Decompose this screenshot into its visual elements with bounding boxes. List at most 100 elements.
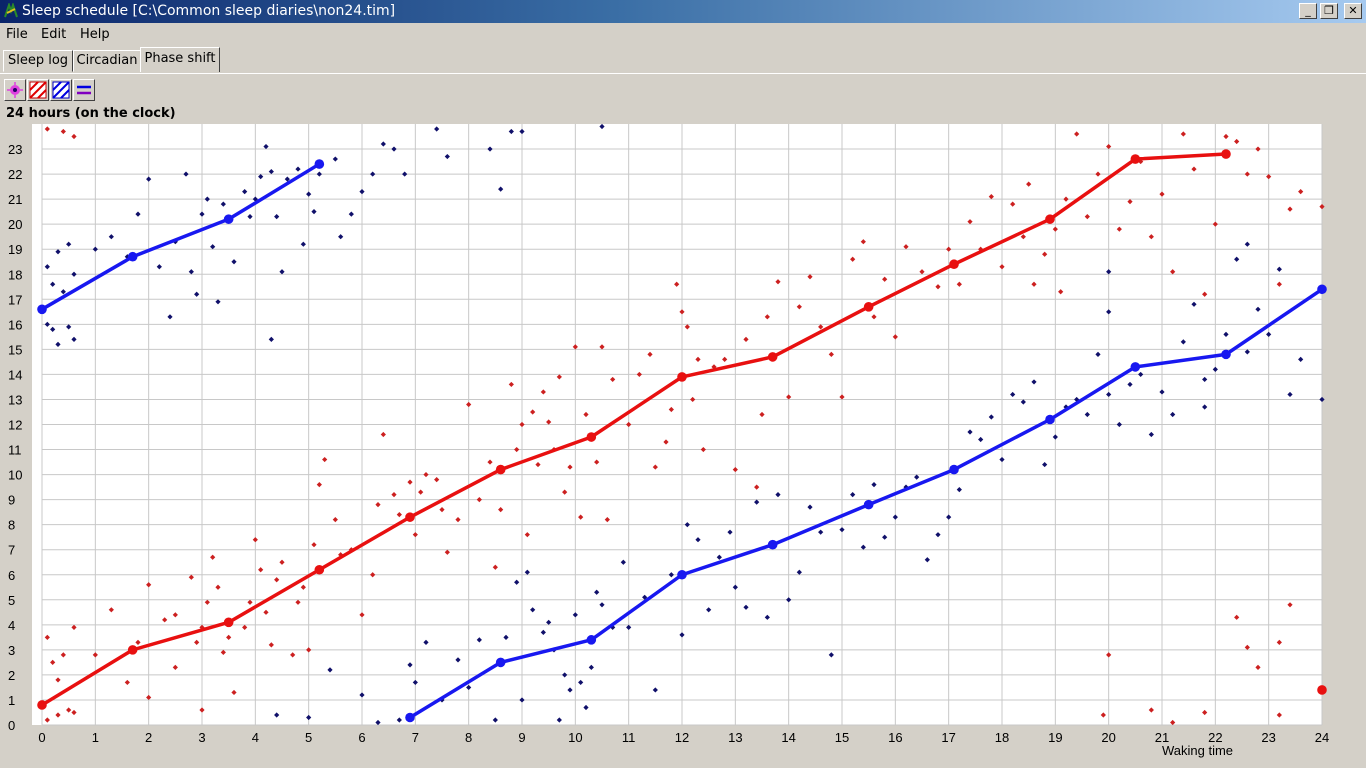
tab-circadian[interactable]: Circadian xyxy=(73,50,141,72)
navy-data-point xyxy=(796,569,802,575)
tab-sleep-log[interactable]: Sleep log xyxy=(3,50,73,72)
navy-data-point xyxy=(1010,391,1016,398)
blue-series-2-marker xyxy=(1130,362,1141,372)
navy-data-point xyxy=(327,667,333,673)
x-tick-label: 6 xyxy=(358,730,365,745)
navy-data-point xyxy=(199,211,205,217)
navy-data-point xyxy=(567,687,573,693)
menu-help[interactable]: Help xyxy=(80,27,110,42)
red-data-point xyxy=(268,642,274,648)
red-series-marker xyxy=(1221,149,1231,159)
red-data-point xyxy=(1276,639,1282,645)
navy-data-point xyxy=(967,429,973,435)
red-data-point xyxy=(1100,712,1106,718)
navy-data-point xyxy=(476,637,482,643)
red-data-point xyxy=(695,356,701,362)
blue-series-1-marker xyxy=(314,159,325,169)
navy-data-point xyxy=(871,482,877,488)
red-data-point xyxy=(1180,131,1186,137)
red-data-point xyxy=(295,599,301,605)
navy-data-point xyxy=(1095,351,1101,357)
minimize-button[interactable]: _ xyxy=(1299,3,1317,19)
tab-phase-shift[interactable]: Phase shift xyxy=(140,47,220,72)
x-tick-label: 4 xyxy=(252,730,259,745)
red-data-point xyxy=(562,489,568,495)
red-data-point xyxy=(194,639,200,645)
red-hatch-icon[interactable] xyxy=(27,79,49,101)
navy-data-point xyxy=(487,146,493,152)
red-data-point xyxy=(775,279,781,285)
navy-data-point xyxy=(530,607,536,613)
y-tick-label: 17 xyxy=(8,292,22,307)
navy-data-point xyxy=(1244,349,1250,355)
red-data-point xyxy=(1170,269,1176,275)
navy-data-point xyxy=(695,537,701,543)
navy-data-point xyxy=(978,436,984,443)
red-data-point xyxy=(1223,133,1229,140)
navy-data-point xyxy=(204,196,210,202)
red-series-marker xyxy=(314,564,325,575)
navy-data-point xyxy=(914,474,920,480)
y-tick-label: 7 xyxy=(8,543,15,558)
red-data-point xyxy=(1058,289,1064,295)
navy-data-point xyxy=(316,171,322,177)
navy-data-point xyxy=(1202,404,1208,410)
red-data-point xyxy=(242,624,248,630)
y-tick-label: 0 xyxy=(8,718,15,733)
blue-hatch-icon[interactable] xyxy=(50,79,72,101)
red-data-point xyxy=(50,659,56,665)
y-tick-label: 2 xyxy=(8,668,15,683)
red-series-marker xyxy=(863,302,874,312)
navy-data-point xyxy=(732,584,738,590)
x-tick-label: 3 xyxy=(198,730,205,745)
trend-lines xyxy=(37,149,1327,723)
navy-data-point xyxy=(556,717,562,723)
red-series-marker xyxy=(1045,214,1055,224)
x-tick-label: 12 xyxy=(675,730,689,745)
navy-data-point xyxy=(66,241,72,247)
menu-edit[interactable]: Edit xyxy=(41,27,67,42)
navy-data-point xyxy=(1106,309,1112,315)
app-icon xyxy=(4,3,18,18)
red-data-point xyxy=(396,512,402,518)
x-tick-label: 7 xyxy=(412,730,419,745)
points-icon[interactable] xyxy=(4,79,26,101)
navy-data-point xyxy=(839,527,845,533)
navy-data-point xyxy=(754,499,760,505)
lines-icon[interactable] xyxy=(73,79,95,101)
red-data-point xyxy=(199,707,205,713)
navy-data-point xyxy=(524,569,530,575)
red-data-point xyxy=(290,652,296,658)
title-bar: Sleep schedule [C:\Common sleep diaries\… xyxy=(0,0,1366,23)
red-data-point xyxy=(1084,214,1090,220)
close-button[interactable]: ✕ xyxy=(1344,3,1362,19)
navy-data-point xyxy=(562,672,568,678)
red-data-point xyxy=(594,459,600,465)
blue-series-1-marker xyxy=(127,251,138,262)
navy-data-point xyxy=(716,554,722,560)
navy-data-point xyxy=(492,717,498,723)
red-series-marker xyxy=(677,372,687,382)
red-data-point xyxy=(44,126,50,132)
navy-data-point xyxy=(706,607,712,613)
red-data-point xyxy=(492,564,498,570)
red-data-point xyxy=(204,599,210,605)
y-tick-label: 20 xyxy=(8,217,22,232)
navy-data-point xyxy=(1287,391,1293,398)
red-data-point xyxy=(1255,146,1261,152)
navy-data-point xyxy=(684,522,690,528)
navy-data-point xyxy=(946,514,952,520)
navy-data-point xyxy=(583,704,589,711)
y-tick-label: 16 xyxy=(8,317,22,332)
navy-data-point xyxy=(1127,381,1133,388)
red-data-point xyxy=(210,554,216,560)
navy-data-point xyxy=(578,679,584,686)
red-data-point xyxy=(199,624,205,630)
navy-data-point xyxy=(220,201,226,207)
restore-button[interactable]: ❐ xyxy=(1320,3,1338,19)
red-data-point xyxy=(146,582,152,588)
navy-data-point xyxy=(135,211,141,217)
menu-file[interactable]: File xyxy=(6,27,28,42)
red-data-point xyxy=(754,484,760,490)
red-data-point xyxy=(322,456,328,463)
